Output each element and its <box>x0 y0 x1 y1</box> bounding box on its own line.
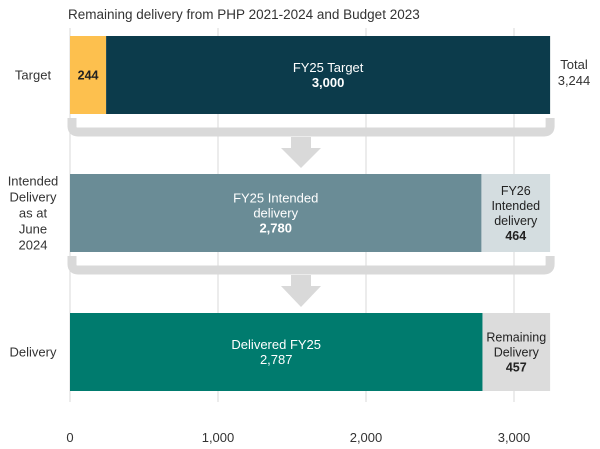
bar-1-segment-0-label-2: 2,780 <box>259 221 292 236</box>
connectors <box>67 118 555 307</box>
bar-1-segment-0 <box>70 174 482 252</box>
bar-0-segment-1-label-0: FY25 Target <box>293 60 364 75</box>
x-tick-label-2: 2,000 <box>350 430 383 445</box>
bar-1-segment-0-label-0: FY25 Intended <box>233 191 318 206</box>
total-label-0: Total <box>560 57 588 72</box>
chart-title: Remaining delivery from PHP 2021-2024 an… <box>68 7 420 22</box>
category-label-2-0: Delivery <box>10 345 57 360</box>
total-label-1: 3,244 <box>558 73 591 88</box>
category-label-1-3: June <box>19 222 47 237</box>
connector-bracket-2 <box>67 256 555 275</box>
bar-2-segment-1-label-1: Delivery <box>494 346 540 360</box>
bar-0-segment-1-label-1: 3,000 <box>312 75 345 90</box>
bar-1-segment-1-label-0: FY26 <box>501 184 531 198</box>
category-label-1-1: Delivery <box>10 190 57 205</box>
bar-2-segment-0-label-0: Delivered FY25 <box>231 337 321 352</box>
category-label-1-0: Intended <box>8 174 59 189</box>
bar-2-segment-1 <box>482 313 551 391</box>
bar-1-segment-1-label-2: delivery <box>494 214 538 228</box>
bar-0-segment-1 <box>106 36 551 114</box>
bar-2-segment-1-label-2: 457 <box>506 361 527 375</box>
category-label-1-4: 2024 <box>19 238 48 253</box>
category-label-0-0: Target <box>15 68 52 83</box>
bar-1-segment-1-label-3: 464 <box>505 229 526 243</box>
bar-1-segment-0-label-1: delivery <box>253 206 298 221</box>
x-axis-tick-labels: 0 1,000 2,000 3,000 <box>66 430 530 445</box>
x-tick-label-1: 1,000 <box>202 430 235 445</box>
category-label-1-2: as at <box>19 206 48 221</box>
x-tick-label-3: 3,000 <box>498 430 531 445</box>
bar-0-segment-0 <box>70 36 107 114</box>
bar-2-segment-0-label-1: 2,787 <box>260 352 293 367</box>
bar-1-segment-1-label-1: Intended <box>491 199 540 213</box>
bar-1-segment-1 <box>481 174 551 252</box>
connector-arrow-1 <box>281 137 321 168</box>
bar-2-segment-0 <box>70 313 483 391</box>
bar-2-segment-1-label-0: Remaining <box>486 331 546 345</box>
bar-0-segment-0-label-0: 244 <box>78 69 99 83</box>
connector-arrow-2 <box>281 275 321 307</box>
connector-bracket-1 <box>67 118 555 137</box>
x-tick-label-0: 0 <box>66 430 73 445</box>
